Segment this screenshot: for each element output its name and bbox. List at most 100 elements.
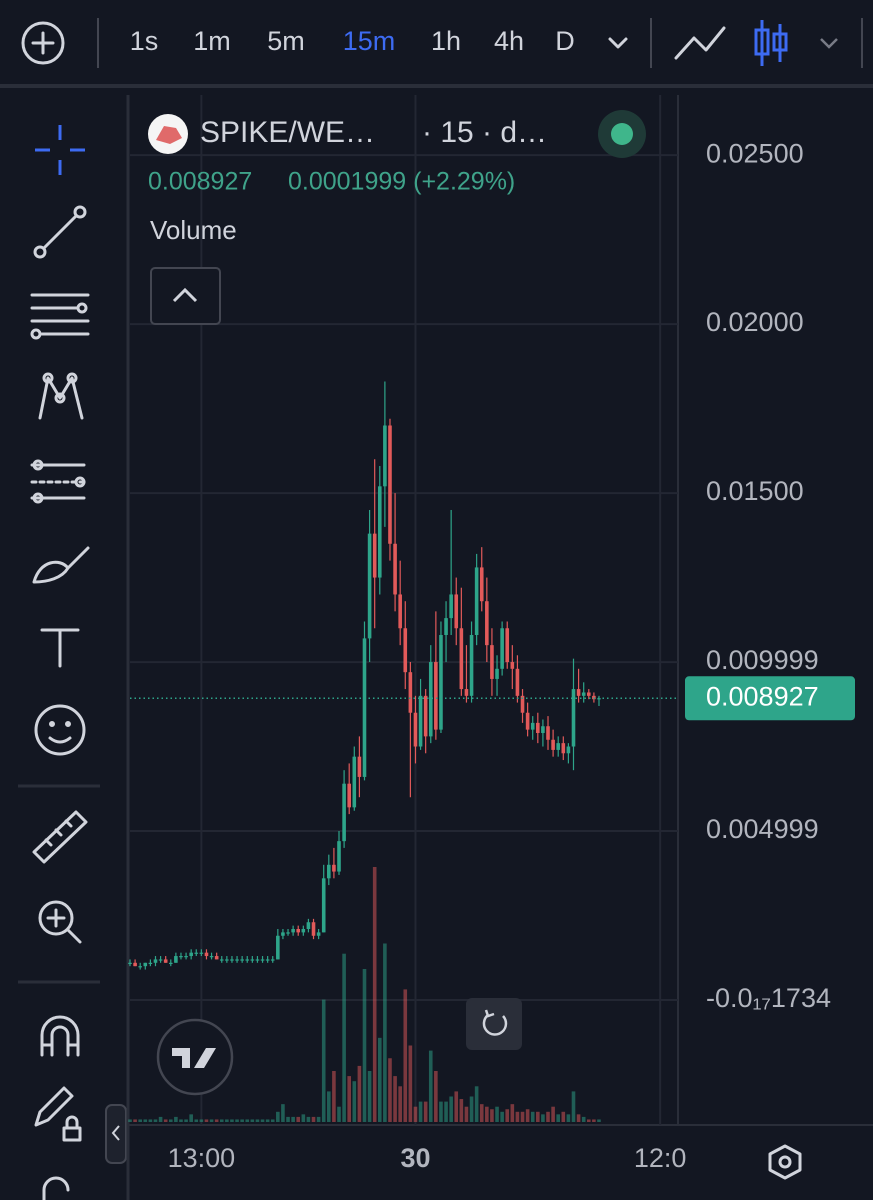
- volume-bar: [133, 1119, 137, 1122]
- emoji-tool[interactable]: [34, 704, 86, 756]
- collapse-toolbar-handle[interactable]: [105, 1104, 127, 1164]
- candle-body: [230, 959, 234, 961]
- volume-bar: [189, 1114, 193, 1122]
- legend: SPIKE/WE… · 15 · d… 0.008927 0.0001999 (…: [148, 110, 646, 325]
- volume-bar: [184, 1119, 188, 1122]
- zoom-tool[interactable]: [38, 900, 82, 944]
- volume-bar: [469, 1096, 474, 1122]
- interval-button[interactable]: 1m: [193, 26, 231, 56]
- candle-body: [204, 952, 209, 957]
- candle-body: [469, 635, 474, 696]
- interval-button[interactable]: 5m: [267, 26, 305, 56]
- status-dot: [611, 123, 633, 145]
- candle-body: [428, 662, 433, 737]
- fib-tool[interactable]: [30, 293, 90, 340]
- candle-body: [556, 743, 561, 750]
- y-tick-label: 0.02000: [706, 307, 804, 337]
- volume-bar: [138, 1119, 142, 1122]
- reset-chart-button[interactable]: [466, 998, 522, 1050]
- interval-button[interactable]: 1s: [130, 26, 159, 56]
- volume-bar: [454, 1091, 459, 1122]
- volume-bar: [204, 1119, 209, 1122]
- add-symbol-button[interactable]: [21, 21, 65, 65]
- candle-body: [265, 959, 270, 961]
- candle-body: [133, 962, 137, 967]
- candle-body: [219, 959, 224, 961]
- candle-chart-button[interactable]: [754, 20, 788, 66]
- volume-bar: [260, 1119, 265, 1122]
- unlock-tool[interactable]: [42, 1176, 70, 1200]
- volume-bar: [541, 1114, 545, 1122]
- collapse-legend-button[interactable]: [150, 267, 221, 325]
- trend-line-tool[interactable]: [33, 205, 87, 259]
- volume-bar: [418, 1101, 423, 1122]
- symbol-name[interactable]: SPIKE/WE…: [200, 116, 375, 149]
- volume-bar: [332, 1071, 336, 1122]
- volume-bar: [163, 1119, 168, 1122]
- interval-menu[interactable]: [608, 37, 628, 49]
- candle-body: [148, 962, 153, 964]
- candle-body: [439, 635, 443, 730]
- x-tick-label: 30: [400, 1143, 430, 1173]
- interval-button[interactable]: 1h: [431, 26, 461, 56]
- top-bar: [0, 18, 873, 88]
- volume-bar: [352, 1081, 357, 1122]
- candle-body: [189, 952, 193, 957]
- candle-body: [291, 929, 295, 933]
- volume-bar: [536, 1111, 540, 1122]
- crosshair-tool[interactable]: [35, 125, 85, 175]
- volume-bar: [327, 1091, 331, 1122]
- candle-body: [586, 692, 591, 696]
- left-toolbar: [18, 125, 127, 1200]
- candle-body: [128, 962, 132, 964]
- volume-bar: [586, 1119, 591, 1122]
- text-tool[interactable]: [40, 628, 80, 668]
- volume-bar: [276, 1111, 280, 1122]
- interval-button[interactable]: 15m: [343, 26, 396, 56]
- candle-body: [372, 533, 377, 578]
- volume-bar: [194, 1119, 199, 1122]
- magnet-tool[interactable]: [40, 1015, 80, 1057]
- volume-bar: [525, 1109, 530, 1122]
- volume-bar: [500, 1111, 504, 1122]
- tradingview-logo[interactable]: [156, 1018, 234, 1096]
- candle-body: [270, 959, 275, 961]
- candle-body: [495, 668, 499, 679]
- volume-bar: [199, 1119, 204, 1122]
- candle-body: [347, 783, 351, 808]
- volume-bar: [235, 1119, 239, 1122]
- y-tick-label: 0.02500: [706, 138, 804, 168]
- pattern-tool[interactable]: [38, 372, 84, 420]
- candle-body: [352, 756, 357, 808]
- candle-body: [536, 722, 540, 734]
- indicator-name[interactable]: Volume: [150, 215, 237, 245]
- volume-bar: [270, 1119, 275, 1122]
- candle-body: [546, 726, 550, 740]
- interval-button[interactable]: D: [555, 26, 575, 56]
- volume-bar: [444, 1101, 448, 1122]
- candle-body: [235, 959, 239, 961]
- volume-bar: [286, 1116, 290, 1122]
- chart-type-menu[interactable]: [820, 38, 838, 49]
- candle-body: [403, 628, 408, 673]
- candle-body: [551, 739, 555, 750]
- candle-body: [413, 712, 418, 747]
- volume-bar: [556, 1114, 561, 1122]
- brush-tool[interactable]: [32, 546, 90, 584]
- line-chart-button[interactable]: [674, 26, 726, 60]
- lock-drawings-tool[interactable]: [34, 1086, 82, 1142]
- ruler-tool[interactable]: [32, 810, 88, 864]
- volume-bar: [393, 1076, 397, 1122]
- volume-bar: [281, 1104, 285, 1122]
- interval-button[interactable]: 4h: [494, 26, 524, 56]
- last-price: 0.008927: [148, 168, 252, 196]
- candle-body: [561, 743, 566, 754]
- chevron-icon: [172, 287, 198, 303]
- candle-body: [311, 922, 316, 936]
- volume-bar: [515, 1111, 520, 1122]
- volume-bar: [245, 1119, 250, 1122]
- volume-bar: [505, 1109, 510, 1122]
- settings-button[interactable]: [768, 1144, 802, 1180]
- forecast-tool[interactable]: [30, 459, 86, 504]
- volume-bar: [265, 1119, 270, 1122]
